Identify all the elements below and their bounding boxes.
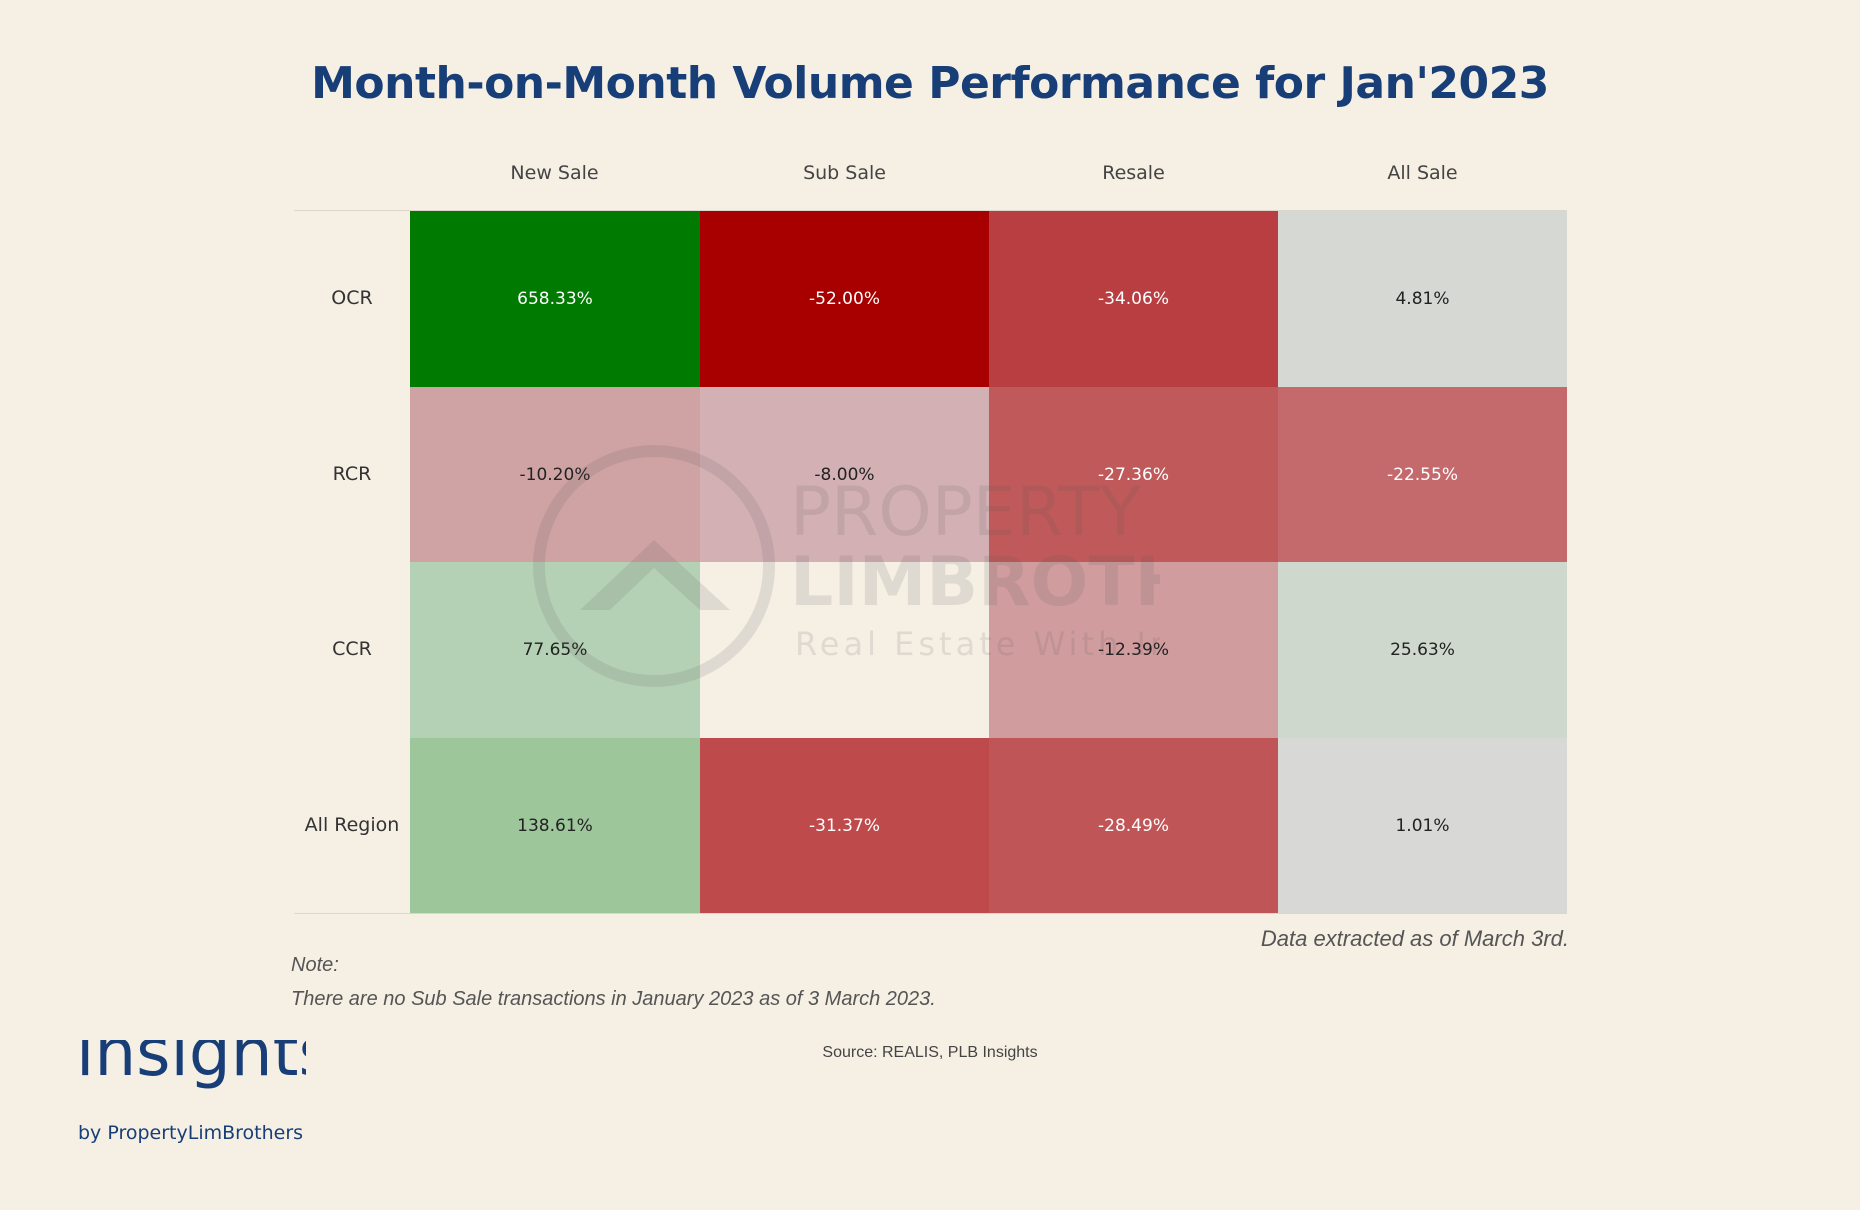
column-header: Sub Sale [803,162,886,184]
row-header: OCR [331,287,373,309]
cell-value: -28.49% [1098,815,1169,836]
heatmap-cell [700,562,989,738]
cell-value: -12.39% [1098,640,1169,660]
column-header: Resale [1102,162,1165,184]
heatmap-cell: -52.00% [700,211,989,387]
heatmap-cell: -10.20% [410,387,700,562]
cell-value: 1.01% [1395,815,1450,836]
heatmap-cell: -34.06% [989,211,1278,387]
cell-value: 25.63% [1390,640,1455,660]
heatmap-cell: 25.63% [1278,562,1567,738]
table-top-rule [294,210,1567,211]
table-bottom-rule [294,913,1567,914]
extraction-date: Data extracted as of March 3rd. [1260,926,1569,951]
logo-insights: insights [76,1040,306,1098]
heatmap-cell: -22.55% [1278,387,1567,562]
column-header: All Sale [1387,162,1458,184]
row-header: All Region [304,813,400,836]
heatmap-cell: -8.00% [700,387,989,562]
heatmap-cell: 138.61% [410,738,700,913]
heatmap-cell: -12.39% [989,562,1278,738]
cell-value: -8.00% [814,464,875,485]
heatmap-cell: -28.49% [989,738,1278,913]
cell-value: -10.20% [519,464,591,485]
cell-value: -22.55% [1387,464,1458,485]
column-header: New Sale [510,162,599,184]
heatmap-cell: 4.81% [1278,211,1567,387]
heatmap-cell: -31.37% [700,738,989,913]
cell-value: 658.33% [517,289,593,309]
source-text: Source: REALIS, PLB Insights [822,1044,1038,1061]
row-header: CCR [332,638,372,660]
logo-word: insights [76,1040,306,1091]
cell-value: -27.36% [1098,464,1169,485]
cell-value: 138.61% [517,815,593,836]
chart-title: Month-on-Month Volume Performance for Ja… [311,58,1549,109]
cell-value: -52.00% [809,289,880,309]
cell-value: 77.65% [522,640,588,660]
heatmap-cell: 77.65% [410,562,700,738]
heatmap-cell: -27.36% [989,387,1278,562]
logo-byline: by PropertyLimBrothers [78,1122,304,1144]
note-label: Note: [291,954,339,976]
note-text: There are no Sub Sale transactions in Ja… [291,988,936,1010]
heatmap-cell: 1.01% [1278,738,1567,913]
cell-value: -34.06% [1098,289,1169,309]
cell-value: 4.81% [1395,289,1450,309]
heatmap-cell: 658.33% [410,211,700,387]
cell-value: -31.37% [809,815,880,836]
row-header: RCR [332,462,372,485]
